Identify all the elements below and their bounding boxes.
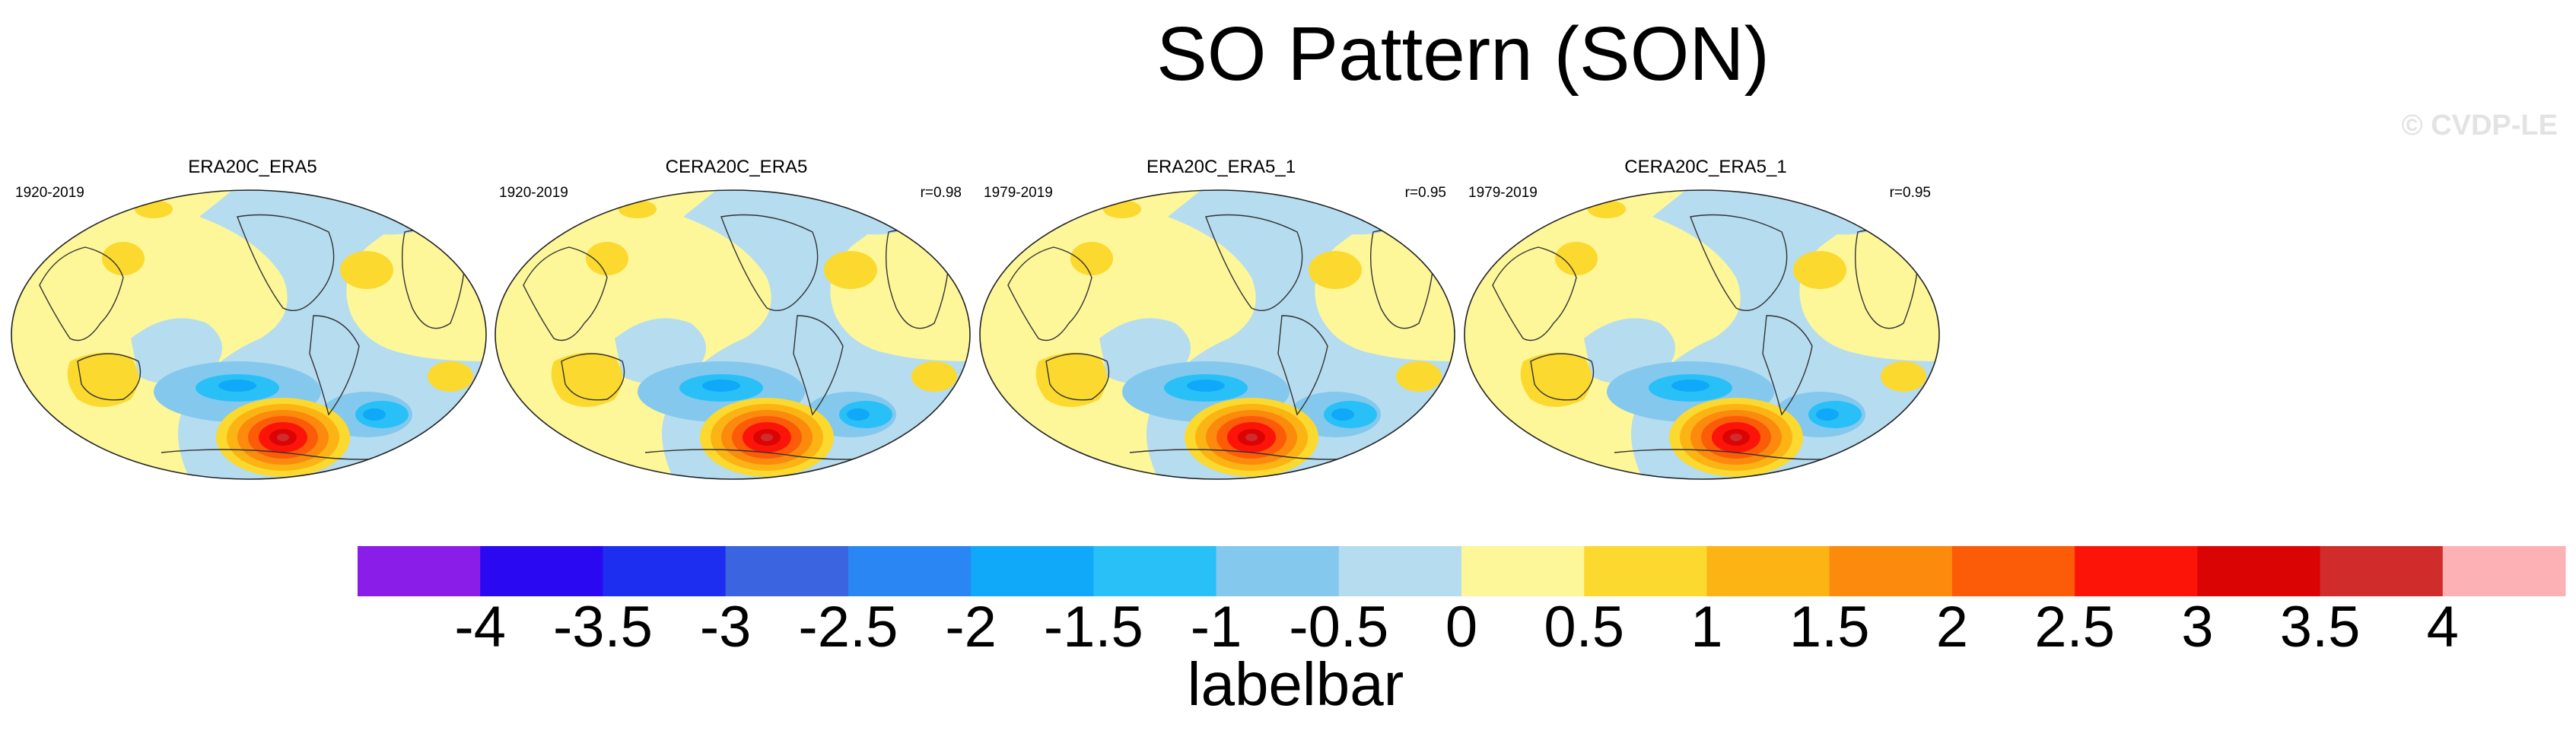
panel-correlation: r=0.98 (920, 185, 962, 201)
labelbar-swatch (725, 546, 849, 596)
panel-period: 1979-2019 (984, 185, 1053, 201)
labelbar-swatch (1216, 546, 1340, 596)
panel-title: ERA20C_ERA5 (188, 157, 317, 177)
page-title: SO Pattern (SON) (1156, 11, 1770, 97)
labelbar-tick: -3 (699, 595, 752, 659)
panel-title: CERA20C_ERA5_1 (1624, 157, 1787, 177)
panel-period: 1920-2019 (499, 185, 568, 201)
labelbar-tick: 2 (1935, 595, 1969, 659)
panel-title: ERA20C_ERA5_1 (1146, 157, 1296, 177)
labelbar-tick: 2.5 (2034, 595, 2115, 659)
watermark: © CVDP-LE (2401, 110, 2558, 141)
labelbar-swatch (848, 546, 972, 596)
labelbar-tick: 4 (2426, 595, 2459, 659)
labelbar-swatch (971, 546, 1094, 596)
map-panel: CERA20C_ERA5_1 1979-2019 r=0.95 (1462, 156, 1949, 483)
map-panel: CERA20C_ERA5 1920-2019 r=0.98 (493, 156, 980, 483)
labelbar-tick: 0 (1445, 595, 1478, 659)
labelbar-swatch (1706, 546, 1830, 596)
labelbar-tick: 3.5 (2279, 595, 2361, 659)
map-panel-field (979, 189, 1455, 480)
labelbar-tick: -4 (454, 595, 507, 659)
labelbar-swatch (1829, 546, 1953, 596)
panel-correlation: r=0.95 (1404, 185, 1446, 201)
labelbar-tick: -2 (945, 595, 997, 659)
map-panel: ERA20C_ERA5 1920-2019 (9, 156, 496, 483)
labelbar-swatch (358, 546, 481, 596)
labelbar-tick: 3 (2181, 595, 2214, 659)
panel-period: 1920-2019 (15, 185, 84, 201)
labelbar-swatch (1093, 546, 1217, 596)
labelbar-tick: -0.5 (1289, 595, 1389, 659)
labelbar-tick: -1 (1190, 595, 1242, 659)
map-panel-field (11, 189, 487, 480)
panel-period: 1979-2019 (1468, 185, 1538, 201)
labelbar-label: labelbar (1187, 650, 1404, 718)
labelbar-tick: -3.5 (552, 595, 653, 659)
labelbar-swatch (2320, 546, 2444, 596)
labelbar-tick: -2.5 (798, 595, 898, 659)
labelbar-tick: -1.5 (1043, 595, 1143, 659)
labelbar-swatch (1461, 546, 1585, 596)
labelbar-tick: 1.5 (1789, 595, 1870, 659)
labelbar-swatch (603, 546, 727, 596)
labelbar-tick: 1 (1690, 595, 1723, 659)
labelbar-swatch (2197, 546, 2321, 596)
map-panel-field (495, 189, 971, 480)
labelbar-swatch (2442, 546, 2566, 596)
map-panel-field (1464, 189, 1940, 480)
labelbar-swatch (1584, 546, 1707, 596)
panel-correlation: r=0.95 (1889, 185, 1931, 201)
labelbar-swatch (1951, 546, 2075, 596)
labelbar-swatch (480, 546, 603, 596)
labelbar-tick: 0.5 (1544, 595, 1625, 659)
map-panel: ERA20C_ERA5_1 1979-2019 r=0.95 (978, 156, 1465, 483)
panel-title: CERA20C_ERA5 (665, 157, 808, 177)
labelbar-swatch (2075, 546, 2198, 596)
labelbar-swatch (1338, 546, 1462, 596)
